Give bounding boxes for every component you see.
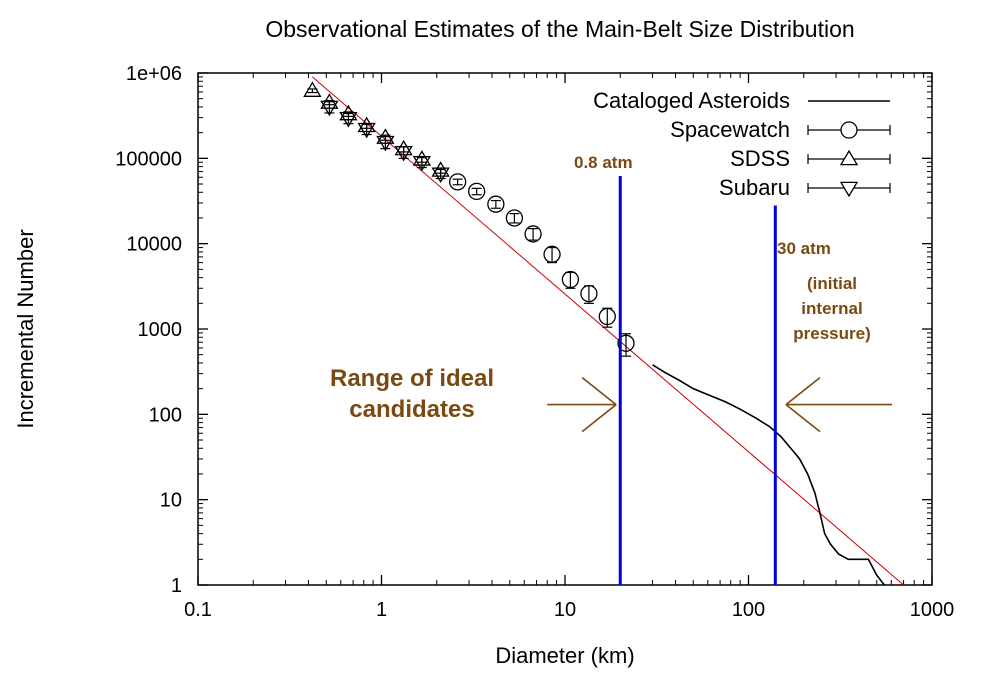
legend-label-spacewatch: Spacewatch [670,117,790,142]
chart-title: Observational Estimates of the Main-Belt… [265,16,854,42]
series-layer [303,81,885,586]
pressure-note-line: pressure) [793,324,870,343]
pressure-note-line: (initial [807,274,857,293]
pressure-note-line: internal [801,299,862,318]
left-arrow [547,376,617,433]
subaru-point [376,135,395,152]
spacewatch-point [524,225,542,243]
x-axis-label: Diameter (km) [495,643,634,668]
annotations-layer: 0.8 atm 30 atm (initial internal pressure) Ra… [330,153,892,433]
y-tick-label: 1000 [138,319,183,341]
subaru-point [320,100,339,117]
fit-line-layer [312,76,904,586]
legend-marker-spacewatch [840,121,858,139]
range-label-line: candidates [349,396,474,423]
x-tick-label: 10 [554,599,576,621]
right-arrow [785,376,892,433]
spacewatch-point [467,182,486,201]
fit-line [312,76,904,586]
legend-marker-subaru [839,181,859,198]
cataloged-asteroids-line [652,364,885,586]
x-tick-label: 0.1 [184,599,212,621]
y-tick-label: 10000 [126,234,182,256]
spacewatch-point [543,245,561,263]
left-arrow-head [581,403,617,433]
legend-marker-sdss [839,149,859,166]
y-tick-label: 1 [171,575,182,597]
spacewatch-point [448,173,467,191]
spacewatch-point [561,270,580,289]
spacewatch-point [505,209,524,227]
spacewatch-point [617,334,635,352]
subaru-point [394,145,413,162]
left-arrow-head [581,376,617,406]
pressure-label-30-atm: 30 atm [777,239,831,258]
spacewatch-point [580,284,598,303]
vertical-lines-layer [618,176,777,585]
range-label-line: Range of ideal [330,365,494,392]
right-arrow-head [785,376,821,406]
subaru-point [357,122,376,139]
right-arrow-head [785,403,821,433]
pressure-label-0-8-atm: 0.8 atm [574,153,633,172]
y-axis-label: Incremental Number [13,229,38,428]
sdss-point [303,81,322,97]
subaru-point [431,167,450,184]
y-tick-label: 100000 [115,148,182,170]
x-tick-label: 1 [376,599,387,621]
spacewatch-point [598,307,616,326]
spacewatch-point [487,195,505,213]
legend: Cataloged Asteroids Spacewatch SDSS Subaru [593,88,891,200]
y-tick-label: 1e+06 [126,63,182,85]
legend-label-cataloged-asteroids: Cataloged Asteroids [593,88,790,113]
y-tick-label: 100 [149,404,182,426]
legend-label-sdss: SDSS [730,146,790,171]
subaru-point [339,111,358,128]
legend-label-subaru: Subaru [719,175,790,200]
y-tick-label: 10 [160,490,182,512]
subaru-point [412,155,432,172]
x-tick-label: 1000 [910,599,955,621]
x-tick-label: 100 [732,599,765,621]
